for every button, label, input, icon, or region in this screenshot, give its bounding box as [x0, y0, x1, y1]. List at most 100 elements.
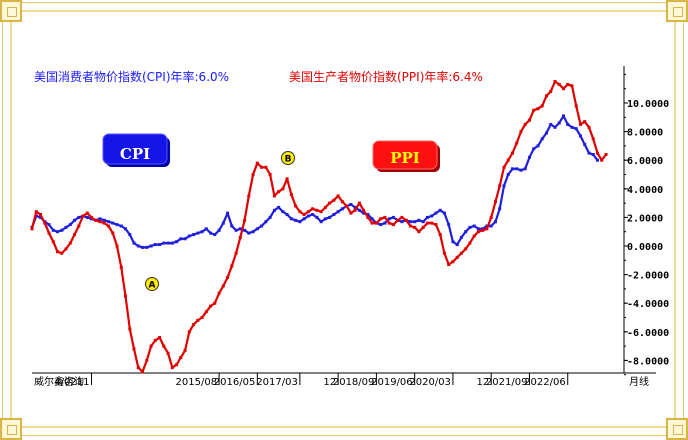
ppi-data-point [251, 173, 255, 176]
ppi-data-point [319, 210, 323, 214]
ppi-data-point [51, 240, 55, 244]
ppi-data-point [132, 347, 136, 351]
ppi-data-point [579, 122, 582, 126]
cpi-data-point [243, 228, 247, 232]
cpi-data-point [459, 235, 463, 239]
ppi-data-point [468, 241, 472, 245]
ppi-data-point [498, 184, 502, 188]
cpi-data-point [158, 243, 162, 247]
x-tick-label: 2018/09 [333, 377, 375, 388]
cpi-data-point [489, 224, 493, 228]
ppi-data-point [243, 218, 247, 222]
cpi-data-point [153, 243, 157, 247]
ppi-data-point [523, 122, 527, 126]
cpi-data-point [553, 125, 557, 129]
y-tick-label: -8.0000 [627, 356, 669, 367]
cpi-data-point [268, 215, 272, 219]
cpi-data-point [430, 214, 434, 218]
ppi-data-point [272, 194, 276, 198]
cpi-data-point [196, 231, 200, 235]
cpi-data-point [323, 217, 327, 221]
cpi-data-point [226, 211, 230, 215]
ppi-data-point [455, 255, 459, 259]
ppi-data-point [315, 208, 319, 212]
ppi-data-point [574, 104, 578, 108]
ppi-data-point [549, 90, 553, 94]
cpi-data-point [315, 215, 319, 219]
ppi-data-point [596, 151, 599, 155]
ppi-box-label: PPI [390, 149, 420, 167]
cpi-data-point [68, 223, 72, 227]
cpi-data-point [366, 213, 370, 216]
ppi-data-point [47, 231, 51, 235]
ppi-data-point [90, 215, 93, 219]
x-tick-label: 12 [323, 377, 336, 388]
cpi-data-point [213, 233, 217, 237]
cpi-data-point [264, 220, 268, 224]
cpi-data-point [383, 221, 387, 225]
ppi-data-point [158, 336, 162, 339]
ppi-data-point [85, 211, 89, 215]
ppi-data-point [442, 251, 446, 255]
cpi-data-point [540, 137, 544, 141]
ppi-data-point [570, 84, 574, 88]
ppi-data-point [540, 104, 544, 108]
y-tick-label: 8.0000 [627, 128, 663, 139]
cpi-data-point [447, 223, 451, 227]
ppi-data-point [170, 366, 174, 370]
ppi-data-point [260, 165, 264, 169]
cpi-data-point [562, 114, 565, 118]
cpi-data-point [311, 213, 315, 216]
cpi-data-point [170, 241, 174, 245]
axis-unit-label: 月线 [629, 375, 649, 388]
ppi-data-point [451, 260, 455, 264]
ppi-data-point [149, 344, 153, 348]
ppi-data-point [332, 198, 336, 202]
ppi-data-point [362, 208, 366, 212]
ppi-data-point [340, 200, 344, 204]
cpi-data-point [230, 224, 234, 228]
ppi-data-point [102, 221, 106, 225]
ppi-data-point [328, 201, 332, 205]
ppi-data-point [277, 190, 281, 194]
ppi-data-point [506, 158, 510, 162]
cpi-data-point [536, 144, 540, 148]
ppi-label-box: PPI [372, 140, 440, 172]
cpi-data-point [336, 210, 340, 214]
ppi-data-point [404, 218, 408, 222]
cpi-data-point [136, 244, 140, 248]
cpi-data-point [532, 147, 536, 151]
cpi-data-point [328, 215, 332, 219]
ppi-data-point [553, 80, 557, 83]
marker-b: B [281, 151, 295, 165]
ppi-data-point [366, 215, 370, 219]
cpi-data-point [506, 173, 510, 176]
ppi-data-point [192, 323, 196, 327]
marker-a: A [145, 277, 159, 291]
series-layer [30, 80, 608, 374]
y-tick-label: -6.0000 [627, 328, 669, 339]
cpi-data-point [494, 220, 497, 224]
ppi-data-point [230, 264, 234, 268]
cpi-data-point [451, 240, 455, 244]
ppi-data-point [289, 193, 293, 196]
ppi-data-point [345, 204, 349, 208]
ppi-data-point [73, 233, 76, 237]
cpi-title: 美国消费者物价指数(CPI)年率:6.0% [34, 69, 229, 84]
ppi-data-point [43, 221, 47, 225]
cpi-data-point [73, 218, 76, 222]
x-tick-label: 2022/06 [524, 377, 566, 388]
ppi-data-point [357, 201, 361, 205]
x-tick-label: 12 [476, 377, 489, 388]
cpi-data-point [119, 224, 123, 228]
cpi-data-point [545, 131, 548, 135]
x-tick-label: 4/0211 [54, 377, 89, 388]
ppi-data-point [349, 211, 353, 215]
cpi-data-point [166, 241, 170, 245]
ppi-data-point [583, 120, 587, 124]
y-tick-label: 4.0000 [627, 185, 663, 196]
ppi-data-point [213, 301, 217, 305]
ppi-data-point [511, 151, 514, 155]
cpi-data-point [476, 227, 480, 231]
cpi-data-point [247, 231, 251, 235]
